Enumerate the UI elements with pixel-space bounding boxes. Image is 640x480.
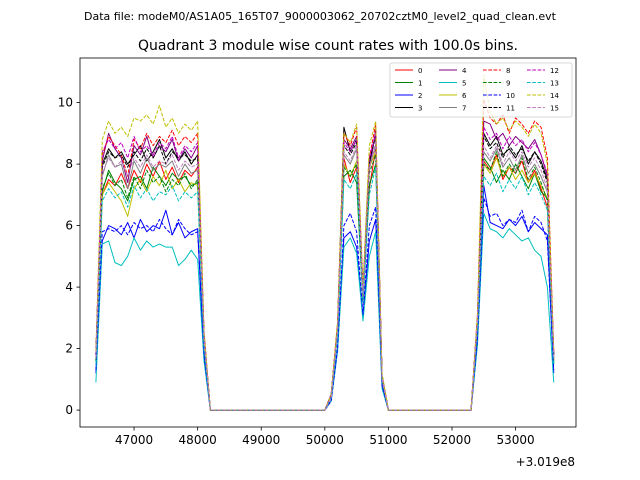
x-tick-label: 51000	[369, 433, 407, 447]
x-tick-label: 47000	[115, 433, 153, 447]
chart-title: Quadrant 3 module wise count rates with …	[138, 38, 518, 54]
legend-label-12: 12	[550, 67, 559, 75]
y-axis-ticks: 0 2 4 6 8 10	[58, 96, 80, 417]
legend-label-4: 4	[462, 67, 467, 75]
legend-label-5: 5	[462, 80, 466, 88]
legend-label-9: 9	[506, 80, 510, 88]
x-axis-offset-label: +3.019e8	[516, 455, 575, 469]
series-line-10	[95, 197, 555, 411]
plot-lines	[95, 74, 555, 411]
legend-label-1: 1	[418, 80, 422, 88]
legend-label-6: 6	[462, 92, 467, 100]
legend-label-13: 13	[550, 80, 559, 88]
x-tick-label: 49000	[242, 433, 280, 447]
legend-label-2: 2	[418, 92, 422, 100]
x-axis-ticks: 47000 48000 49000 50000 51000 52000 53000	[115, 427, 535, 447]
series-line-15	[95, 142, 555, 411]
y-tick-label: 6	[65, 219, 73, 233]
legend-label-10: 10	[506, 92, 515, 100]
legend-label-15: 15	[550, 105, 559, 113]
legend-label-14: 14	[550, 92, 559, 100]
y-tick-label: 10	[58, 96, 73, 110]
legend-label-7: 7	[462, 105, 466, 113]
legend-label-3: 3	[418, 105, 422, 113]
x-tick-label: 48000	[179, 433, 217, 447]
x-tick-label: 52000	[433, 433, 471, 447]
legend-box	[389, 62, 573, 118]
figure-suptitle: Data file: modeM0/AS1A05_165T07_90000030…	[84, 10, 557, 23]
y-tick-label: 4	[65, 280, 73, 294]
x-tick-label: 53000	[496, 433, 534, 447]
plot-frame	[79, 57, 577, 428]
y-tick-label: 2	[65, 342, 73, 356]
legend-label-0: 0	[418, 67, 422, 75]
legend-label-8: 8	[506, 67, 510, 75]
x-tick-label: 50000	[306, 433, 344, 447]
y-tick-label: 0	[65, 403, 73, 417]
legend-label-11: 11	[506, 105, 515, 113]
y-tick-label: 8	[65, 157, 73, 171]
